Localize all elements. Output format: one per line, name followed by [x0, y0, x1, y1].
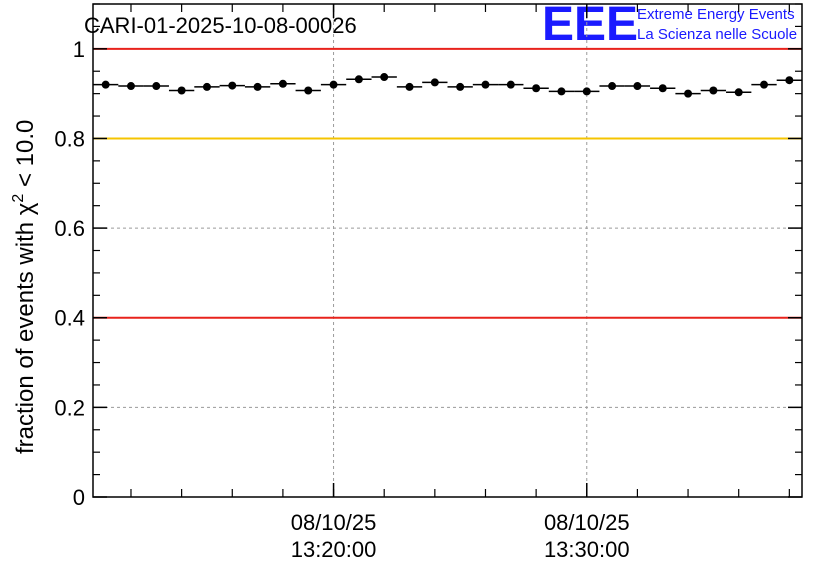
data-point-24: [709, 86, 718, 95]
reference-lines: [93, 47, 802, 319]
data-point-20: [608, 82, 617, 91]
grid-layer: [93, 4, 802, 497]
data-point-3: [177, 86, 186, 95]
data-point-17: [532, 84, 541, 93]
data-point-0: [101, 80, 110, 89]
eee-logo: EEE Extreme Energy Events La Scienza nel…: [542, 0, 797, 51]
data-point-2: [152, 82, 161, 91]
plot-frame: [92, 3, 803, 498]
logo-letters: EEE: [542, 0, 638, 51]
y-axis-label-symbol: χ: [12, 202, 39, 215]
y-tick-label-2: 0.4: [54, 306, 85, 331]
x-tick-label-date-0: 08/10/25: [291, 510, 377, 535]
axes: 00.20.40.60.8108/10/2513:20:0008/10/2513…: [54, 3, 803, 562]
x-tick-label-date-1: 08/10/25: [544, 510, 630, 535]
y-axis-label-exp: 2: [10, 194, 27, 203]
data-point-15: [481, 80, 490, 89]
y-tick-label-3: 0.6: [54, 216, 85, 241]
y-axis-label-main: fraction of events with: [12, 215, 39, 454]
y-tick-label-5: 1: [73, 37, 85, 62]
y-tick-label-4: 0.8: [54, 126, 85, 151]
data-point-13: [430, 78, 439, 87]
data-point-4: [202, 82, 211, 91]
data-point-21: [633, 82, 642, 91]
y-axis-label: fraction of events with χ2 < 10.0: [10, 120, 39, 454]
x-tick-label-time-1: 13:30:00: [544, 537, 630, 562]
data-point-27: [785, 76, 794, 85]
chart-title: CARI-01-2025-10-08-00026: [84, 13, 357, 38]
data-points: [93, 73, 802, 98]
data-point-23: [684, 89, 693, 98]
data-point-5: [228, 81, 237, 90]
logo-line2: La Scienza nelle Scuole: [637, 26, 797, 43]
data-point-8: [304, 86, 313, 95]
data-point-16: [506, 80, 515, 89]
data-point-14: [456, 82, 465, 91]
y-tick-label-1: 0.2: [54, 395, 85, 420]
data-point-12: [405, 82, 414, 91]
y-tick-label-0: 0: [73, 485, 85, 510]
y-axis-label-tail: < 10.0: [12, 120, 39, 194]
data-point-25: [734, 88, 743, 97]
data-point-7: [278, 79, 287, 88]
data-point-1: [126, 82, 135, 91]
data-point-22: [658, 84, 667, 93]
data-point-6: [253, 82, 262, 91]
data-point-18: [557, 87, 566, 96]
data-point-19: [582, 87, 591, 96]
data-point-26: [760, 80, 769, 89]
data-point-11: [380, 73, 389, 82]
logo-line1: Extreme Energy Events: [637, 6, 795, 23]
data-point-10: [354, 75, 363, 84]
data-point-9: [329, 80, 338, 89]
x-tick-label-time-0: 13:20:00: [291, 537, 377, 562]
